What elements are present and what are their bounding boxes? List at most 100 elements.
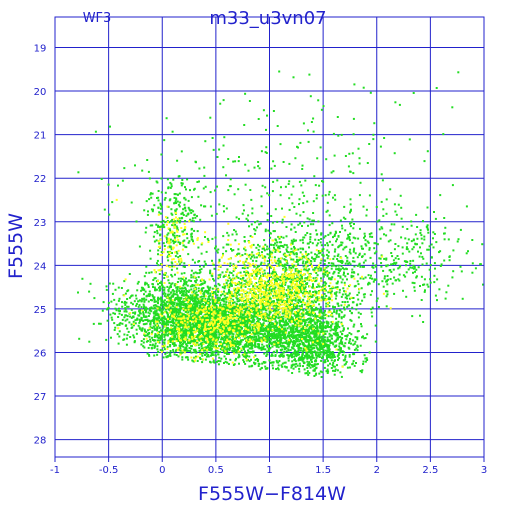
data-point	[219, 309, 222, 311]
data-point	[302, 313, 305, 316]
data-point	[330, 359, 333, 362]
data-point	[180, 302, 183, 305]
data-point	[234, 312, 237, 315]
data-point	[292, 347, 295, 350]
data-point	[268, 296, 271, 299]
data-point	[326, 356, 328, 359]
data-point	[226, 330, 229, 333]
data-point	[153, 315, 156, 318]
data-point	[263, 352, 266, 355]
data-point	[205, 302, 207, 305]
data-point	[253, 301, 256, 304]
data-point	[319, 306, 322, 309]
data-point	[302, 357, 305, 359]
data-point	[230, 272, 233, 274]
data-point	[93, 297, 96, 300]
data-point	[248, 351, 251, 354]
data-point	[332, 369, 334, 372]
data-point	[259, 276, 262, 279]
data-point	[105, 285, 108, 288]
data-point	[123, 280, 126, 283]
data-point	[280, 298, 283, 301]
data-point	[271, 332, 274, 335]
data-point	[147, 293, 150, 296]
data-point	[222, 303, 225, 306]
data-point	[185, 281, 188, 284]
data-point	[124, 303, 127, 306]
data-point	[158, 309, 161, 312]
data-point	[251, 327, 254, 330]
data-point	[134, 312, 136, 315]
data-point	[244, 285, 247, 288]
data-point	[355, 362, 357, 364]
data-point	[328, 344, 331, 347]
data-point	[251, 344, 254, 347]
data-point	[208, 305, 211, 308]
data-point	[322, 334, 325, 337]
data-point	[161, 321, 164, 324]
data-point	[190, 319, 193, 321]
data-point	[164, 292, 167, 295]
data-point	[178, 309, 180, 312]
data-point	[220, 311, 223, 314]
data-point	[263, 307, 266, 310]
data-point	[309, 321, 312, 324]
data-point	[223, 339, 226, 342]
data-point	[176, 311, 179, 314]
data-point	[198, 301, 201, 304]
data-point	[291, 328, 294, 331]
data-point	[248, 336, 251, 338]
data-point	[240, 321, 243, 324]
data-point	[267, 323, 270, 326]
data-point	[302, 325, 305, 328]
data-point	[190, 347, 193, 350]
data-point	[172, 317, 175, 320]
data-point	[161, 333, 164, 336]
data-point	[292, 266, 295, 269]
data-point	[293, 355, 296, 358]
data-point	[314, 301, 317, 304]
data-point	[251, 335, 254, 338]
data-point	[329, 341, 332, 344]
data-point	[275, 322, 278, 325]
data-point	[285, 289, 288, 292]
data-point	[230, 310, 233, 313]
data-point	[224, 360, 227, 363]
data-point	[169, 306, 172, 309]
data-point	[155, 319, 158, 322]
data-point	[110, 300, 113, 303]
data-point	[189, 349, 192, 352]
data-point	[167, 327, 170, 330]
data-point	[340, 350, 342, 353]
data-point	[254, 338, 257, 341]
data-point	[298, 300, 301, 302]
data-point	[270, 290, 273, 293]
data-point	[232, 347, 235, 350]
data-point	[270, 353, 273, 356]
data-point	[320, 277, 322, 280]
data-point	[121, 322, 124, 325]
data-point	[169, 284, 172, 287]
data-point	[289, 349, 292, 352]
data-point	[315, 286, 318, 288]
data-point	[348, 355, 351, 358]
data-point	[129, 315, 132, 318]
data-point	[272, 309, 275, 312]
data-point	[214, 329, 217, 332]
data-point	[164, 274, 167, 276]
data-point	[166, 319, 169, 322]
data-point	[275, 359, 278, 362]
data-point	[248, 365, 251, 368]
data-point	[231, 321, 234, 324]
data-point	[337, 320, 340, 323]
data-point	[220, 294, 222, 297]
data-point	[273, 248, 276, 251]
data-point	[349, 318, 352, 321]
data-point	[160, 280, 163, 283]
data-point	[361, 369, 364, 372]
data-point	[134, 319, 137, 322]
data-point	[141, 298, 144, 301]
data-point	[334, 370, 337, 372]
data-point	[167, 279, 170, 282]
data-point	[205, 325, 208, 328]
